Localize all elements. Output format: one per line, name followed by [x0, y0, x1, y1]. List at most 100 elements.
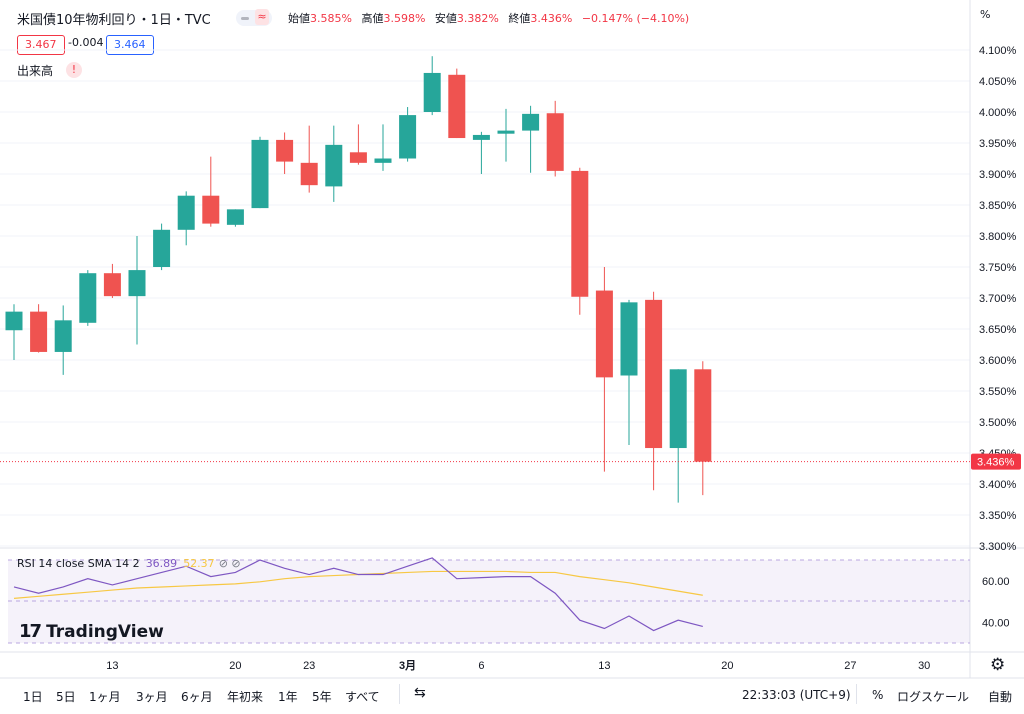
candle-body: [694, 369, 712, 462]
time-label: 20: [721, 660, 733, 672]
candle-body: [177, 195, 195, 230]
candle-body: [30, 311, 48, 352]
candle-body: [300, 162, 318, 186]
time-label: 13: [598, 660, 610, 672]
rsi-tick: 60.00: [982, 576, 1010, 588]
wave-icon[interactable]: ≈: [255, 9, 269, 25]
candle-body: [226, 209, 244, 225]
last-price-marker: [971, 453, 1021, 470]
price-tick: 3.500%: [979, 417, 1017, 429]
candle-body: [374, 158, 392, 163]
range-6m[interactable]: 6ヶ月: [181, 690, 213, 704]
time-label: 6: [478, 660, 484, 672]
volume-label[interactable]: 出来高: [17, 64, 54, 78]
range-1m[interactable]: 1ヶ月: [89, 690, 121, 704]
ask-box[interactable]: 3.464: [106, 35, 154, 55]
bid-box[interactable]: 3.467: [17, 35, 65, 55]
high-value: 3.598%: [383, 12, 426, 25]
candle-body: [595, 290, 613, 378]
date-range-icon[interactable]: ⇆: [414, 685, 426, 701]
range-5y[interactable]: 5年: [312, 690, 332, 704]
price-tick: 3.350%: [979, 510, 1017, 522]
rsi-lines: [13, 557, 703, 632]
candles: [5, 56, 712, 503]
time-label: 27: [844, 660, 856, 672]
tradingview-logo[interactable]: 17 TradingView: [19, 621, 164, 642]
percent-axis-label: %: [980, 8, 991, 21]
minus-icon: [241, 17, 249, 20]
price-tick: 3.600%: [979, 355, 1017, 367]
candle-body: [423, 72, 441, 112]
price-tick: 4.050%: [979, 76, 1017, 88]
spread-value: -0.004: [68, 36, 104, 49]
rsi-title: RSI 14 close SMA 14 2: [17, 557, 140, 570]
candle-body: [620, 302, 638, 376]
open-label: 始値: [288, 12, 310, 25]
candle-body: [349, 152, 367, 163]
candle-body: [669, 369, 687, 449]
close-value: 3.436%: [530, 12, 573, 25]
close-label: 終値: [508, 12, 531, 25]
candle-body: [202, 195, 220, 224]
rsi-line: [13, 557, 703, 632]
range-1d[interactable]: 1日: [23, 690, 43, 704]
candle-body: [54, 320, 72, 352]
price-tick: 4.000%: [979, 107, 1017, 119]
price-tick: 3.300%: [979, 541, 1017, 553]
price-tick: 3.400%: [979, 479, 1017, 491]
tradingview-mark-icon: 17: [19, 621, 42, 642]
candle-body: [497, 130, 515, 134]
price-tick: 3.750%: [979, 262, 1017, 274]
change-value: −0.147% (−4.10%): [581, 12, 690, 25]
range-3m[interactable]: 3ヶ月: [136, 690, 168, 704]
symbol-toggle[interactable]: ≈: [236, 9, 272, 26]
low-label: 安値: [434, 12, 457, 25]
ohlc-readout: 始値3.585% 高値3.598% 安値3.382% 終値3.436% −0.1…: [288, 10, 695, 26]
rsi-legend[interactable]: RSI 14 close SMA 14 2 36.89 52.37 ⊘ ⊘: [17, 557, 241, 570]
price-axis-ticks: 4.100% 4.050% 4.000% 3.950% 3.900% 3.850% 3.80…: [979, 45, 1017, 553]
time-label: 30: [918, 660, 930, 672]
range-all[interactable]: すべて: [345, 690, 380, 704]
candle-body: [5, 311, 23, 331]
price-tick: 4.100%: [979, 45, 1017, 57]
log-scale-toggle[interactable]: ログスケール: [897, 690, 970, 704]
range-1y[interactable]: 1年: [278, 690, 298, 704]
rsi-axis-ticks: 60.00 40.00: [982, 576, 1010, 630]
range-5d[interactable]: 5日: [56, 690, 76, 704]
last-price-label: 3.436%: [977, 457, 1015, 469]
rsi-flags: ⊘ ⊘: [218, 557, 241, 570]
time-label: 3月: [399, 659, 416, 672]
candle-body: [399, 115, 417, 159]
candle-body: [522, 113, 540, 131]
time-axis-labels: 13 20 23 3月 6 13 20 27 30: [106, 659, 930, 672]
auto-scale-toggle[interactable]: 自動: [988, 690, 1013, 704]
high-label: 高値: [361, 12, 384, 25]
price-tick: 3.950%: [979, 138, 1017, 150]
tradingview-logo-text: TradingView: [46, 621, 164, 642]
time-label: 23: [303, 660, 315, 672]
price-tick: 3.650%: [979, 324, 1017, 336]
divider: [399, 684, 400, 704]
warning-icon[interactable]: !: [66, 62, 82, 78]
candle-body: [571, 170, 589, 297]
rsi-value: 36.89: [145, 557, 178, 570]
gear-icon[interactable]: ⚙: [990, 655, 1006, 675]
price-tick: 3.850%: [979, 200, 1017, 212]
candle-body: [472, 134, 490, 140]
chart-title[interactable]: 米国債10年物利回り・1日・TVC: [17, 13, 211, 28]
percent-toggle[interactable]: %: [872, 688, 884, 702]
divider: [856, 684, 857, 704]
candle-body: [251, 139, 269, 209]
price-tick: 3.900%: [979, 169, 1017, 181]
candle-body: [325, 144, 343, 187]
range-ytd[interactable]: 年初来: [227, 690, 264, 704]
candle-body: [645, 299, 663, 449]
open-value: 3.585%: [310, 12, 352, 25]
candle-body: [128, 270, 146, 297]
time-label: 13: [106, 660, 118, 672]
candle-body: [448, 74, 466, 139]
grid-lines: [0, 49, 970, 547]
candle-body: [79, 273, 97, 323]
clock[interactable]: 22:33:03 (UTC+9): [742, 688, 851, 702]
